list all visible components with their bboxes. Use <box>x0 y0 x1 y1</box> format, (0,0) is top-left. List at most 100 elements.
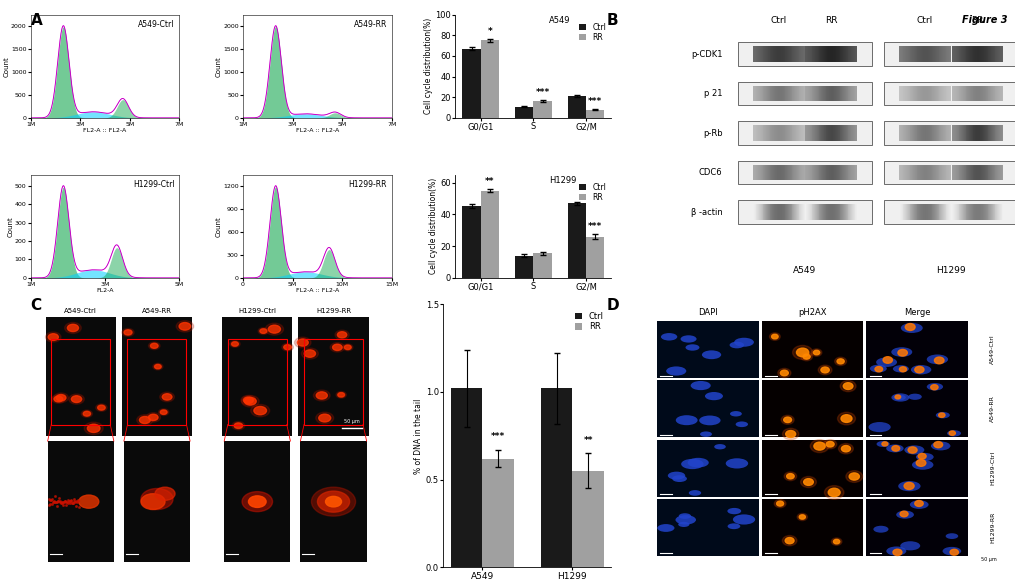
Point <box>62 496 78 505</box>
Bar <box>656 380 758 438</box>
X-axis label: FL2-A :: FL2-A: FL2-A :: FL2-A <box>296 288 338 294</box>
Bar <box>882 42 1018 66</box>
Ellipse shape <box>675 515 695 525</box>
Bar <box>567 96 585 118</box>
Bar <box>51 339 110 425</box>
Bar <box>123 441 190 562</box>
Circle shape <box>933 442 942 448</box>
Text: 50 μm: 50 μm <box>343 419 359 424</box>
Circle shape <box>78 495 99 508</box>
Text: A549-Ctrl: A549-Ctrl <box>989 335 994 364</box>
Bar <box>656 499 758 556</box>
Point <box>53 498 69 508</box>
Text: H1299-RR: H1299-RR <box>989 512 994 543</box>
Ellipse shape <box>688 490 700 495</box>
Bar <box>533 101 551 118</box>
Circle shape <box>915 460 925 466</box>
Ellipse shape <box>926 355 947 364</box>
Ellipse shape <box>690 381 710 390</box>
Circle shape <box>149 414 158 421</box>
Ellipse shape <box>685 345 699 350</box>
Circle shape <box>827 488 840 497</box>
Circle shape <box>905 324 914 331</box>
Circle shape <box>802 354 809 359</box>
Point <box>46 496 62 505</box>
Bar <box>761 439 863 497</box>
Text: ***: *** <box>535 88 549 97</box>
Text: RR: RR <box>970 16 982 25</box>
Point <box>59 498 75 507</box>
Ellipse shape <box>909 500 927 509</box>
Circle shape <box>914 366 923 373</box>
Y-axis label: Count: Count <box>3 56 9 77</box>
Circle shape <box>82 410 93 417</box>
Circle shape <box>231 342 238 346</box>
Circle shape <box>258 328 268 335</box>
Circle shape <box>268 325 280 333</box>
Point <box>47 497 63 506</box>
Circle shape <box>229 340 239 347</box>
Circle shape <box>810 349 821 356</box>
Circle shape <box>917 453 925 459</box>
Point <box>66 496 83 505</box>
Bar <box>656 439 758 497</box>
Point <box>55 497 71 507</box>
Circle shape <box>834 357 846 366</box>
Ellipse shape <box>734 338 753 347</box>
Y-axis label: Cell cycle distribution(%): Cell cycle distribution(%) <box>428 178 437 274</box>
Text: p-Rb: p-Rb <box>702 129 721 137</box>
Legend: Ctrl, RR: Ctrl, RR <box>576 19 608 45</box>
Circle shape <box>160 392 174 402</box>
Circle shape <box>154 364 161 369</box>
Bar <box>866 380 967 438</box>
Circle shape <box>281 343 293 351</box>
Text: **: ** <box>485 177 494 186</box>
Circle shape <box>777 369 790 377</box>
Bar <box>761 321 863 378</box>
Circle shape <box>881 442 887 446</box>
Circle shape <box>141 488 173 510</box>
Point <box>70 495 87 505</box>
X-axis label: FL2-A: FL2-A <box>96 288 114 294</box>
Circle shape <box>124 330 131 335</box>
Bar <box>482 459 514 567</box>
Ellipse shape <box>726 458 747 469</box>
Bar <box>737 121 871 145</box>
Bar <box>222 317 292 436</box>
Point <box>48 497 64 507</box>
Point <box>53 498 69 507</box>
Circle shape <box>933 357 944 364</box>
Bar <box>585 109 604 118</box>
Circle shape <box>907 447 916 453</box>
Point <box>58 500 74 510</box>
Ellipse shape <box>678 513 691 519</box>
Text: A549-RR: A549-RR <box>989 395 994 422</box>
Point <box>41 500 57 510</box>
Text: H1299: H1299 <box>935 266 965 276</box>
Circle shape <box>140 417 150 424</box>
Ellipse shape <box>735 421 747 427</box>
Point <box>62 498 78 507</box>
Bar <box>533 253 551 278</box>
Circle shape <box>899 511 907 517</box>
Text: Ctrl: Ctrl <box>770 16 786 25</box>
Circle shape <box>785 431 795 438</box>
Text: β -actin: β -actin <box>690 208 721 216</box>
Text: C: C <box>31 298 42 314</box>
Ellipse shape <box>680 335 696 343</box>
Bar <box>882 200 1018 224</box>
Ellipse shape <box>911 460 932 470</box>
Point <box>64 498 81 507</box>
Circle shape <box>304 350 315 357</box>
Circle shape <box>949 431 955 435</box>
Circle shape <box>342 344 353 351</box>
Point <box>67 497 84 507</box>
Point <box>41 494 57 503</box>
Bar <box>301 441 366 562</box>
Circle shape <box>265 323 283 335</box>
Bar <box>450 388 482 567</box>
Point <box>49 497 65 507</box>
Circle shape <box>52 395 65 403</box>
Circle shape <box>335 391 346 398</box>
Ellipse shape <box>704 392 722 400</box>
